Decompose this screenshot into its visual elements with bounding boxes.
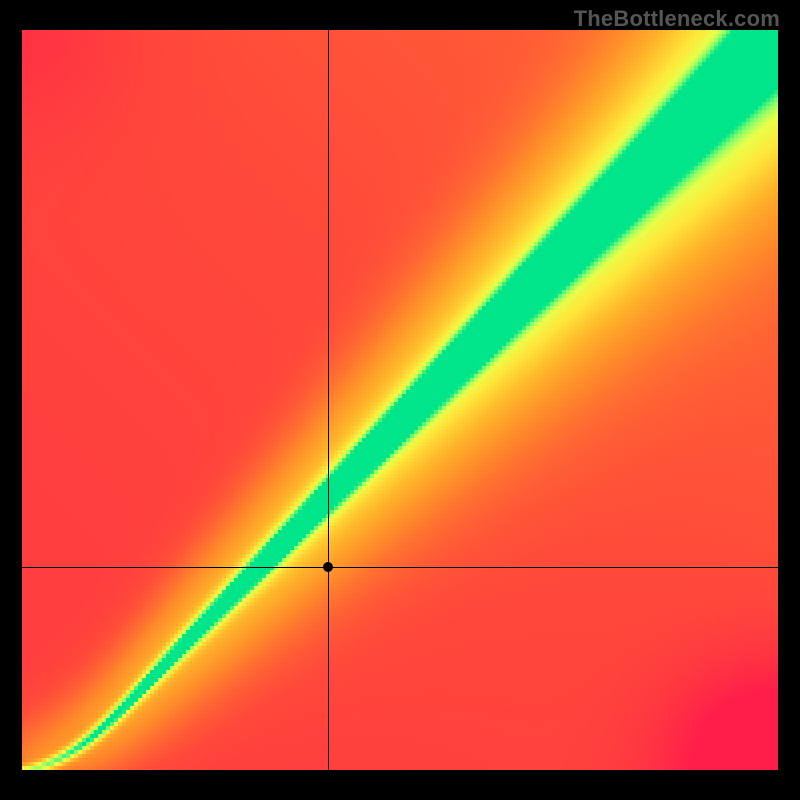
- plot-area: [22, 30, 778, 770]
- chart-container: TheBottleneck.com: [0, 0, 800, 800]
- heatmap-canvas: [22, 30, 778, 770]
- crosshair-marker: [323, 562, 333, 572]
- watermark: TheBottleneck.com: [574, 6, 780, 32]
